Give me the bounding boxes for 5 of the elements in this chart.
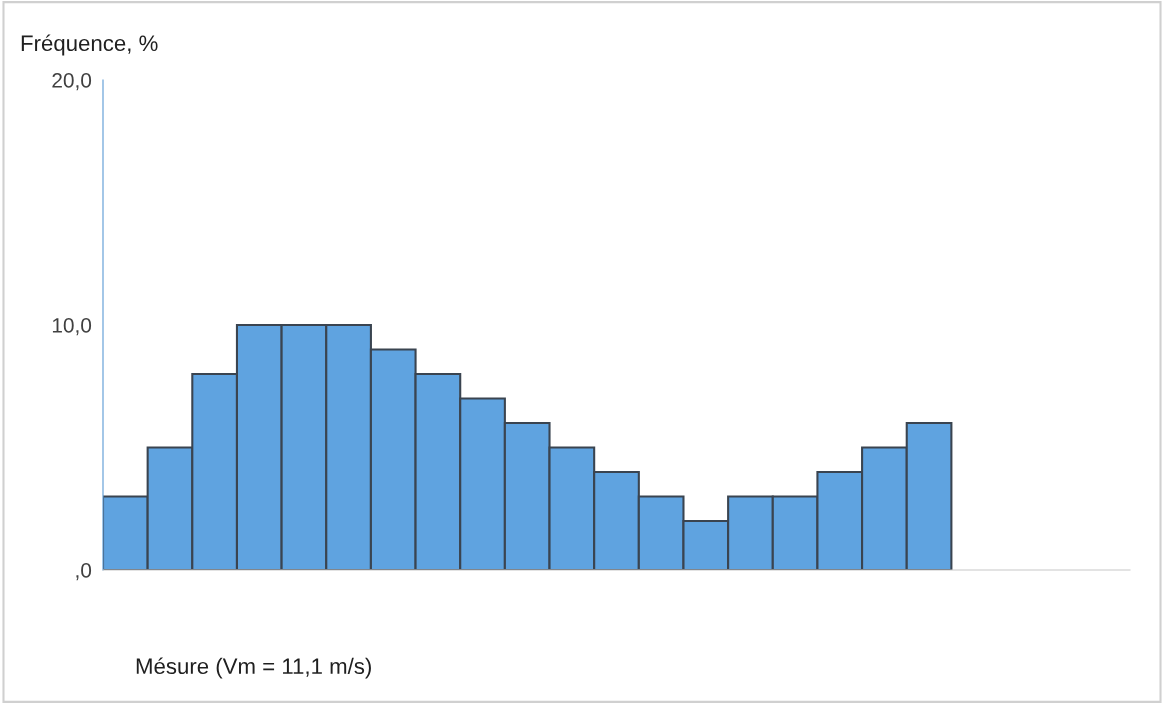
y-axis-title: Fréquence, %: [21, 34, 158, 56]
y-tick-label: 20,0: [52, 73, 92, 91]
y-tick-label: 10,0: [52, 318, 92, 336]
y-tick-label: ,0: [76, 563, 92, 581]
x-axis-title: Mésure (Vm = 11,1 m/s): [136, 657, 371, 679]
